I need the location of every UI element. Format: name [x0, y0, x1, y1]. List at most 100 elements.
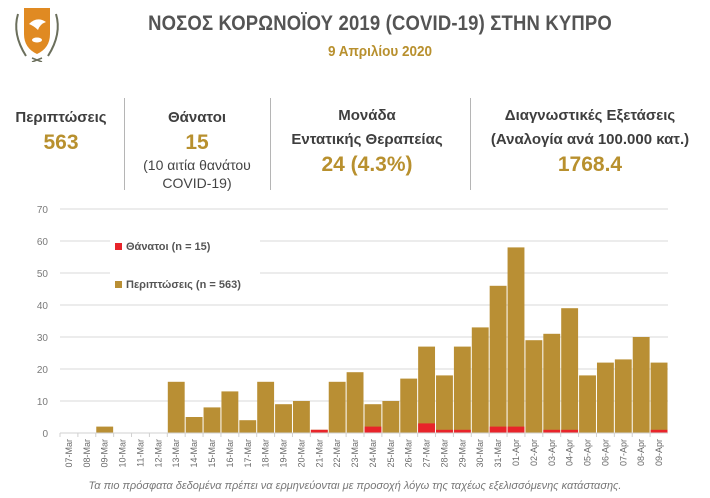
bar-cases — [632, 337, 650, 433]
x-tick-label: 06-Apr — [600, 439, 610, 466]
bar-cases — [489, 285, 507, 433]
x-tick-label: 28-Mar — [439, 439, 449, 468]
page-title: ΝΟΣΟΣ ΚΟΡΩΝΟΪΟΥ 2019 (COVID-19) ΣΤΗΝ ΚΥΠ… — [148, 12, 612, 35]
bar-deaths — [650, 429, 668, 433]
bar-deaths — [310, 429, 328, 433]
legend-swatch — [115, 243, 122, 250]
cases-deaths-bar-chart: 0 10 20 30 40 50 60 70 07-Mar 08-Mar 09-Mar 10-Mar 1… — [37, 205, 668, 468]
x-tick-label: 07-Mar — [64, 439, 74, 468]
bar-cases — [579, 375, 596, 433]
x-tick-label: 20-Mar — [296, 439, 306, 468]
bar-deaths — [561, 429, 579, 433]
x-tick-label: 27-Mar — [422, 439, 432, 468]
bar-deaths — [543, 429, 561, 433]
stat-cases-value: 563 — [43, 131, 79, 154]
y-tick-label: 50 — [37, 269, 49, 280]
x-tick-label: 13-Mar — [171, 439, 181, 468]
x-tick-label: 10-Mar — [118, 439, 128, 468]
bar-cases — [167, 381, 185, 433]
x-tick-label: 22-Mar — [332, 439, 342, 468]
bar-cases — [525, 340, 543, 433]
bar-cases — [239, 420, 257, 433]
x-tick-label: 23-Mar — [350, 439, 360, 468]
bar-cases — [400, 378, 418, 433]
bar-cases — [221, 391, 239, 433]
bar-cases — [507, 247, 525, 433]
x-tick-label: 07-Apr — [618, 439, 628, 466]
stat-tests-label-line1: Διαγνωστικές Εξετάσεις — [504, 107, 676, 124]
stat-icu: Μονάδα Εντατικής Θεραπείας 24 (4.3%) — [272, 104, 462, 178]
x-tick-label: 09-Apr — [654, 439, 664, 466]
bar-cases — [275, 404, 292, 433]
summary-stats: Περιπτώσεις 563 Θάνατοι 15 (10 αιτία θαν… — [0, 96, 710, 206]
x-tick-label: 01-Apr — [511, 439, 521, 466]
bar-cases — [185, 417, 203, 433]
bar-cases — [614, 359, 632, 433]
y-tick-label: 40 — [37, 301, 49, 312]
x-tick-label: 11-Mar — [135, 439, 145, 467]
divider — [270, 98, 271, 190]
bar-cases — [257, 381, 275, 433]
bar-cases — [292, 401, 310, 433]
footer-note: Τα πιο πρόσφατα δεδομένα πρέπει να ερμην… — [88, 480, 622, 492]
stat-tests-value: 1768.4 — [557, 153, 623, 176]
y-tick-label: 20 — [37, 365, 49, 376]
stat-tests-label-line2: (Αναλογία ανά 100.000 κατ.) — [490, 131, 690, 148]
bar-deaths — [507, 426, 525, 433]
legend-box — [110, 236, 260, 294]
stat-icu-value: 24 (4.3%) — [321, 153, 413, 176]
y-tick-label: 70 — [37, 205, 49, 216]
stat-deaths-value: 15 — [185, 131, 209, 154]
bar-deaths — [364, 426, 382, 433]
bar-deaths — [436, 429, 453, 433]
x-tick-label: 25-Mar — [386, 439, 396, 468]
x-tick-label: 05-Apr — [583, 439, 593, 466]
x-tick-label: 15-Mar — [207, 439, 217, 468]
x-tick-label: 02-Apr — [529, 439, 539, 466]
bar-cases — [650, 362, 668, 433]
stat-deaths-label: Θάνατοι — [167, 109, 227, 126]
bar-cases — [418, 346, 436, 433]
x-tick-label: 08-Mar — [82, 439, 92, 468]
x-tick-label: 29-Mar — [457, 439, 467, 468]
x-tick-label: 03-Apr — [547, 439, 557, 466]
bar-cases — [453, 346, 471, 433]
legend-swatch — [115, 281, 122, 288]
stat-icu-label-line1: Μονάδα — [338, 107, 396, 124]
bar-cases — [203, 407, 221, 433]
legend-label: Θάνατοι (n = 15) — [126, 241, 211, 253]
bar-deaths — [489, 426, 507, 433]
bar-cases — [328, 381, 346, 433]
bar-cases — [382, 401, 400, 433]
report-date: 9 Απριλίου 2020 — [327, 43, 433, 60]
stat-deaths-note-line2: COVID-19) — [162, 175, 232, 191]
bar-cases — [561, 308, 579, 433]
x-tick-label: 19-Mar — [279, 439, 289, 468]
x-tick-label: 08-Apr — [636, 439, 646, 466]
x-tick-label: 24-Mar — [368, 439, 378, 468]
stat-deaths-note-line1: (10 αιτία θανάτου — [143, 157, 251, 173]
divider — [124, 98, 125, 190]
x-tick-label: 14-Mar — [189, 439, 199, 468]
x-tick-label: 09-Mar — [100, 439, 110, 468]
x-tick-label: 21-Mar — [314, 439, 324, 468]
cyprus-coat-of-arms-icon — [15, 8, 59, 62]
x-tick-label: 30-Mar — [475, 439, 485, 468]
x-tick-label: 12-Mar — [153, 439, 163, 468]
bar-cases — [596, 362, 614, 433]
x-tick-label: 04-Apr — [565, 439, 575, 466]
bar-deaths — [453, 429, 471, 433]
bar-cases — [436, 375, 453, 433]
y-tick-label: 60 — [37, 237, 49, 248]
y-tick-label: 0 — [42, 429, 48, 440]
x-tick-label: 16-Mar — [225, 439, 235, 468]
x-tick-label: 31-Mar — [493, 439, 503, 468]
bar-cases — [96, 426, 114, 433]
x-tick-label: 18-Mar — [261, 439, 271, 468]
bar-deaths — [418, 423, 436, 433]
y-tick-label: 30 — [37, 333, 49, 344]
stat-cases-label: Περιπτώσεις — [15, 109, 107, 126]
legend-label: Περιπτώσεις (n = 563) — [126, 279, 241, 291]
bar-cases — [471, 327, 489, 433]
x-tick-label: 17-Mar — [243, 439, 253, 468]
